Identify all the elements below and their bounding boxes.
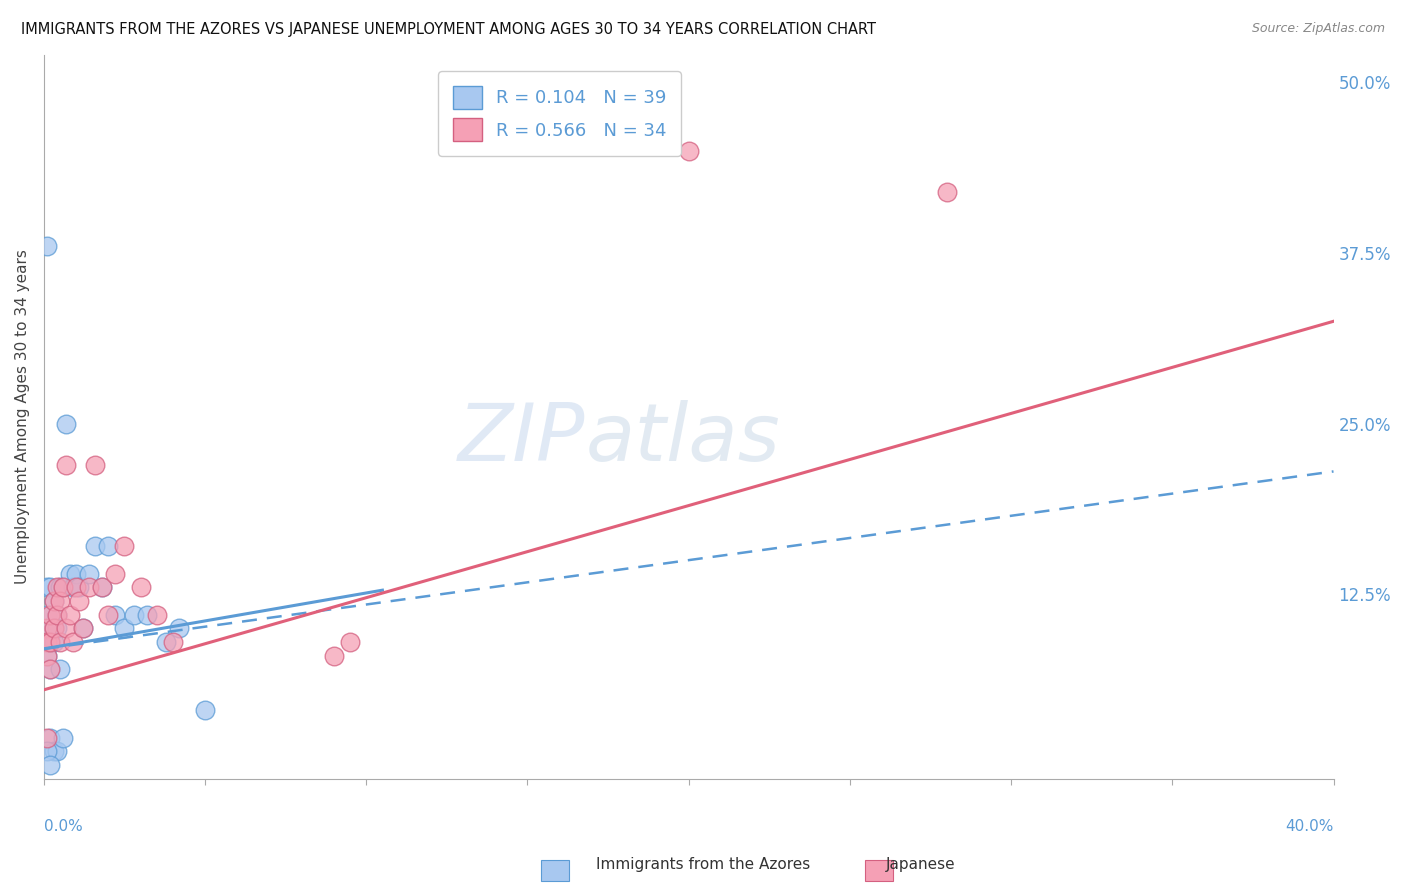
Point: [37, 621, 59, 635]
Point: [136, 607, 159, 622]
Point: [77, 566, 100, 581]
Text: 0.0%: 0.0%: [44, 820, 83, 835]
Point: [49, 581, 72, 595]
Point: [37, 648, 59, 663]
Point: [52, 581, 75, 595]
Text: Source: ZipAtlas.com: Source: ZipAtlas.com: [1251, 22, 1385, 36]
Point: [62, 635, 84, 649]
Point: [45, 607, 67, 622]
Point: [42, 744, 65, 758]
Point: [37, 744, 59, 758]
Point: [45, 621, 67, 635]
Point: [42, 621, 65, 635]
Point: [52, 731, 75, 745]
Point: [59, 607, 82, 622]
Text: Immigrants from the Azores: Immigrants from the Azores: [596, 857, 810, 872]
Point: [114, 621, 136, 635]
Point: [37, 635, 59, 649]
Point: [77, 581, 100, 595]
Point: [67, 581, 90, 595]
Point: [49, 594, 72, 608]
Point: [39, 662, 62, 676]
Point: [84, 540, 107, 554]
Point: [72, 621, 94, 635]
Point: [678, 144, 700, 158]
Point: [339, 635, 361, 649]
Point: [55, 458, 77, 472]
Point: [45, 607, 67, 622]
Point: [37, 648, 59, 663]
Point: [45, 581, 67, 595]
Y-axis label: Unemployment Among Ages 30 to 34 years: Unemployment Among Ages 30 to 34 years: [15, 250, 30, 584]
Point: [49, 662, 72, 676]
Point: [39, 581, 62, 595]
Point: [45, 744, 67, 758]
Point: [84, 458, 107, 472]
Point: [97, 607, 120, 622]
Point: [90, 581, 112, 595]
Point: [37, 731, 59, 745]
Text: IMMIGRANTS FROM THE AZORES VS JAPANESE UNEMPLOYMENT AMONG AGES 30 TO 34 YEARS CO: IMMIGRANTS FROM THE AZORES VS JAPANESE U…: [21, 22, 876, 37]
Point: [37, 239, 59, 253]
Point: [39, 607, 62, 622]
Point: [122, 607, 145, 622]
Point: [145, 607, 167, 622]
Point: [59, 566, 82, 581]
Point: [39, 757, 62, 772]
Point: [37, 581, 59, 595]
Point: [42, 635, 65, 649]
Point: [97, 540, 120, 554]
Point: [67, 594, 90, 608]
Point: [42, 621, 65, 635]
Point: [55, 417, 77, 431]
Legend: R = 0.104   N = 39, R = 0.566   N = 34: R = 0.104 N = 39, R = 0.566 N = 34: [439, 71, 681, 156]
Point: [62, 581, 84, 595]
Point: [42, 594, 65, 608]
Point: [169, 621, 191, 635]
Point: [39, 621, 62, 635]
Point: [39, 635, 62, 649]
Point: [323, 648, 346, 663]
Point: [90, 581, 112, 595]
Point: [72, 621, 94, 635]
Point: [42, 594, 65, 608]
Point: [37, 607, 59, 622]
Point: [65, 581, 87, 595]
Point: [155, 635, 177, 649]
Text: ZIP: ZIP: [458, 400, 585, 477]
Point: [55, 621, 77, 635]
Point: [49, 635, 72, 649]
Point: [129, 581, 152, 595]
Point: [935, 185, 957, 199]
Point: [52, 581, 75, 595]
Point: [65, 566, 87, 581]
Point: [104, 607, 127, 622]
Point: [114, 540, 136, 554]
Point: [162, 635, 184, 649]
Point: [194, 703, 217, 717]
Text: atlas: atlas: [585, 400, 780, 477]
Point: [39, 662, 62, 676]
Point: [39, 731, 62, 745]
Point: [39, 635, 62, 649]
Point: [104, 566, 127, 581]
Text: 40.0%: 40.0%: [1285, 820, 1333, 835]
Text: Japanese: Japanese: [886, 857, 956, 872]
